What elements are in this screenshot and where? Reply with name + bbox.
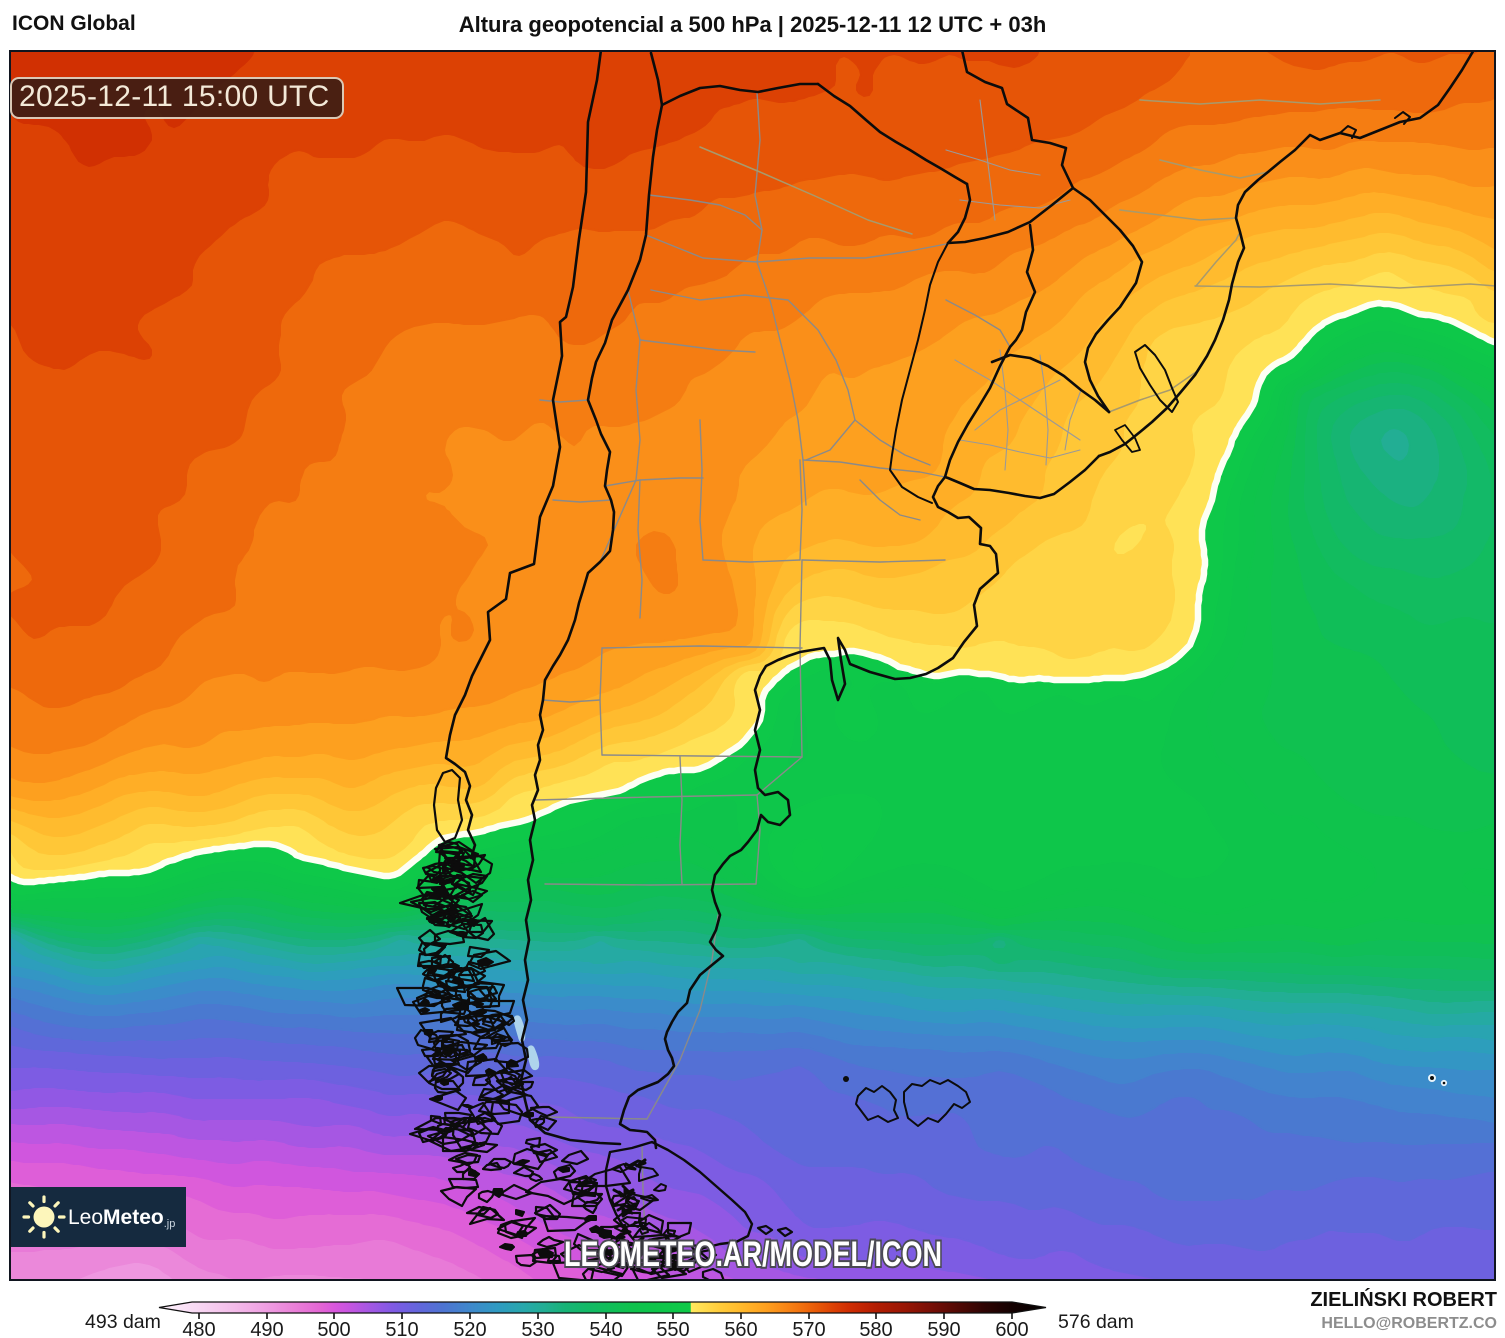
svg-text:540: 540: [589, 1319, 622, 1338]
svg-text:550: 550: [656, 1319, 689, 1338]
svg-text:493 dam: 493 dam: [85, 1311, 161, 1333]
svg-text:530: 530: [521, 1319, 554, 1338]
svg-text:576 dam: 576 dam: [1058, 1311, 1134, 1333]
svg-text:500: 500: [317, 1319, 350, 1338]
svg-text:520: 520: [453, 1319, 486, 1338]
svg-text:570: 570: [792, 1319, 825, 1338]
svg-text:580: 580: [859, 1319, 892, 1338]
svg-text:LEOMETEO.AR/MODEL/ICON: LEOMETEO.AR/MODEL/ICON: [564, 1235, 942, 1274]
svg-text:480: 480: [182, 1319, 215, 1338]
svg-text:560: 560: [724, 1319, 757, 1338]
svg-text:HELLO@ROBERTZ.CO: HELLO@ROBERTZ.CO: [1321, 1315, 1497, 1332]
svg-text:ZIELIŃSKI ROBERT: ZIELIŃSKI ROBERT: [1310, 1288, 1497, 1311]
svg-text:600: 600: [995, 1319, 1028, 1338]
svg-text:590: 590: [927, 1319, 960, 1338]
svg-text:510: 510: [385, 1319, 418, 1338]
svg-text:490: 490: [250, 1319, 283, 1338]
